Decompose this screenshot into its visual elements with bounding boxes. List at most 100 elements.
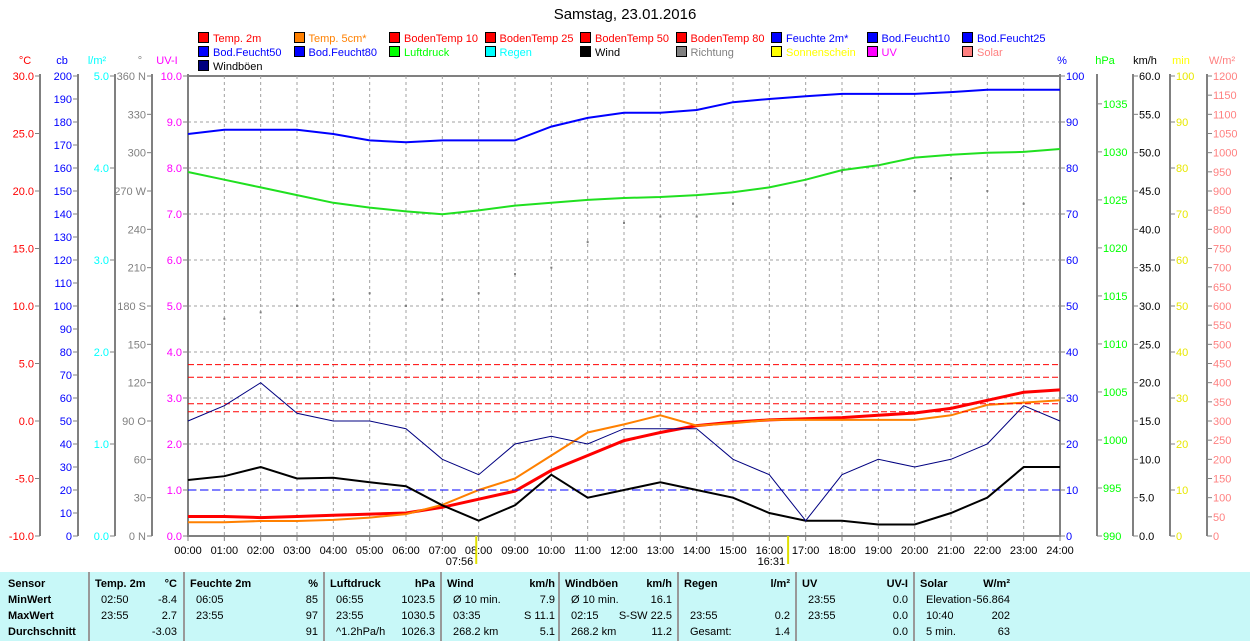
axis-unit-label: UV-I bbox=[156, 55, 177, 67]
cell-time: 23:55 bbox=[690, 610, 718, 622]
axis-tick-label: 0 bbox=[1213, 531, 1219, 543]
legend-label: Bod.Feucht25 bbox=[977, 33, 1046, 45]
axis-tick-label: 150 bbox=[1213, 474, 1231, 486]
x-tick-label: 17:00 bbox=[792, 545, 820, 557]
axis-tick-label: 20.0 bbox=[1139, 378, 1160, 390]
series-line-luftdruck bbox=[187, 148, 1061, 216]
table-column: UV UV-I 23:55 0.0 23:55 0.0 0.0 bbox=[802, 572, 908, 641]
axis-tick-label: 800 bbox=[1213, 224, 1231, 236]
axis-tick-label: 55.0 bbox=[1139, 109, 1160, 121]
axis-tick-label: 6.0 bbox=[167, 255, 182, 267]
axis-tick-label: 2.0 bbox=[94, 347, 109, 359]
legend-swatch bbox=[962, 46, 973, 57]
richtung-point bbox=[368, 292, 371, 295]
legend-label: Temp. 5cm* bbox=[308, 33, 367, 45]
series-line-feuchte-2m- bbox=[187, 88, 1060, 144]
axis-tick-label: 20 bbox=[1066, 439, 1078, 451]
statistics-table: Sensor MinWert MaxWert Durchschnitt Temp. 2m… bbox=[0, 572, 1250, 641]
axis-tick-label: 20.0 bbox=[13, 186, 34, 198]
axis-tick-label: 60 bbox=[1066, 255, 1078, 267]
richtung-point bbox=[986, 190, 989, 192]
table-column: Regen l/m² 23:55 0.2 Gesamt: 1.4 bbox=[684, 572, 790, 641]
axis-tick-label: 8.0 bbox=[167, 163, 182, 175]
axis-tick-label: 0.0 bbox=[94, 531, 109, 543]
axis-tick-label: 100 bbox=[1176, 71, 1194, 83]
axis-tick-label: 4.0 bbox=[167, 347, 182, 359]
row-label: MinWert bbox=[8, 594, 52, 606]
axis-tick-label: 0.0 bbox=[167, 531, 182, 543]
legend-item: Bod.Feucht25 bbox=[962, 32, 1046, 45]
column-header: Solar bbox=[920, 578, 948, 590]
legend-swatch bbox=[580, 46, 591, 57]
cell-time: 23:55 bbox=[808, 594, 836, 606]
legend-item: Richtung bbox=[675, 46, 734, 59]
axis-tick-label: 600 bbox=[1213, 301, 1231, 313]
x-tick-label: 18:00 bbox=[828, 545, 856, 557]
axis-tick-label: 1000 bbox=[1103, 435, 1127, 447]
cell-value: 0.0 bbox=[892, 626, 908, 638]
legend-swatch bbox=[675, 46, 687, 57]
axis-tick-label: 10.0 bbox=[161, 71, 182, 83]
axis-tick-label: 210 bbox=[128, 263, 146, 275]
axis-tick-label: 40 bbox=[1176, 347, 1188, 359]
axis-tick-label: 1200 bbox=[1213, 71, 1237, 83]
axis-tick-label: 100 bbox=[54, 301, 72, 313]
richtung-point bbox=[913, 190, 916, 192]
axis-tick-label: 4.0 bbox=[94, 163, 109, 175]
series-line-windb-en bbox=[187, 382, 1061, 522]
axis-tick-label: 0 N bbox=[129, 531, 146, 543]
axis-tick-label: 500 bbox=[1213, 339, 1231, 351]
cell-time: 23:55 bbox=[808, 610, 836, 622]
axis-unit-label: ° bbox=[138, 55, 142, 67]
legend-item: Temp. 5cm* bbox=[293, 32, 367, 45]
axis-tick-label: 0.0 bbox=[1139, 531, 1154, 543]
cell-value: 2.7 bbox=[161, 610, 177, 622]
legend-label: Sonnenschein bbox=[786, 47, 856, 59]
x-tick-label: 13:00 bbox=[647, 545, 675, 557]
axis-tick-label: 5.0 bbox=[19, 359, 34, 371]
axis-tick-label: 10 bbox=[1066, 485, 1078, 497]
legend-item: BodenTemp 10 bbox=[389, 32, 478, 45]
axis-tick-label: 700 bbox=[1213, 263, 1231, 275]
axis-tick-label: 200 bbox=[1213, 454, 1231, 466]
column-header: Temp. 2m bbox=[95, 578, 146, 590]
axis-tick-label: 650 bbox=[1213, 282, 1231, 294]
axis-tick-label: 950 bbox=[1213, 167, 1231, 179]
axis-tick-label: 60 bbox=[134, 454, 146, 466]
cell-value: 0.2 bbox=[774, 610, 790, 622]
legend-item: Bod.Feucht80 bbox=[293, 46, 377, 59]
axis-tick-label: 1010 bbox=[1103, 339, 1127, 351]
cell-value: 7.9 bbox=[539, 594, 555, 606]
legend-label: BodenTemp 10 bbox=[404, 33, 478, 45]
cell-value: -3.03 bbox=[151, 626, 177, 638]
x-tick-label: 22:00 bbox=[974, 545, 1002, 557]
legend-item: Bod.Feucht50 bbox=[198, 46, 282, 59]
axis-tick-label: 30 bbox=[1176, 393, 1188, 405]
legend-label: Bod.Feucht10 bbox=[881, 33, 951, 45]
legend-swatch bbox=[866, 46, 878, 57]
legend-item: Regen bbox=[484, 46, 532, 59]
axis-tick-label: 3.0 bbox=[94, 255, 109, 267]
x-tick-label: 00:00 bbox=[174, 545, 202, 557]
legend-swatch bbox=[866, 32, 878, 43]
cell-value: 63 bbox=[997, 626, 1010, 638]
legend-item: Luftdruck bbox=[389, 46, 449, 59]
legend-label: BodenTemp 25 bbox=[499, 33, 574, 45]
sunset-label: 16:31 bbox=[758, 556, 786, 568]
cell-value: S 11.1 bbox=[524, 610, 555, 622]
legend-label: Regen bbox=[499, 47, 532, 59]
legend-label: Wind bbox=[595, 47, 621, 59]
legend-swatch bbox=[771, 32, 782, 43]
cell-value: -8.4 bbox=[158, 594, 177, 606]
cell-value: 11.2 bbox=[651, 626, 672, 638]
richtung-point bbox=[695, 215, 698, 218]
axis-unit-label: W/m² bbox=[1209, 55, 1236, 67]
axis-tick-label: 3.0 bbox=[167, 393, 182, 405]
cell-time: 03:35 bbox=[453, 610, 481, 622]
axis-tick-label: 150 bbox=[128, 339, 146, 351]
row-label: MaxWert bbox=[8, 610, 54, 622]
axis-tick-label: 850 bbox=[1213, 205, 1231, 217]
richtung-point bbox=[1022, 202, 1025, 205]
axis-tick-label: 30.0 bbox=[13, 71, 34, 83]
richtung-point bbox=[441, 298, 444, 301]
